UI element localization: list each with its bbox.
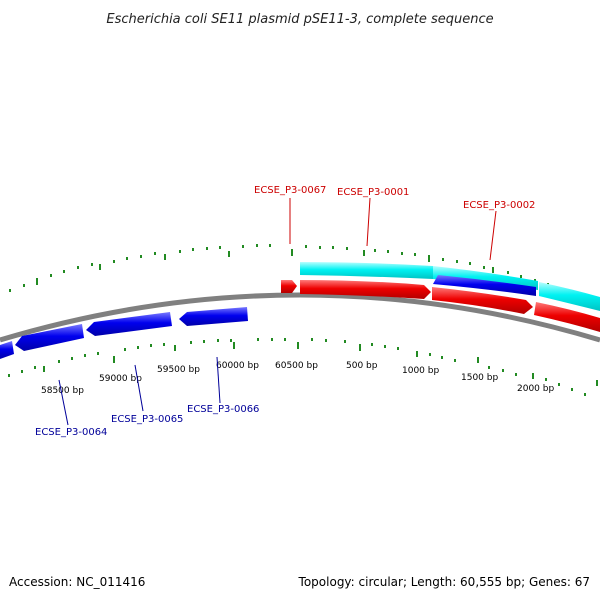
feature-track-segment[interactable] [300,262,433,279]
tick-label-58500: 58500 bp [41,386,84,396]
feature-track-segment[interactable] [539,282,600,311]
tick-label-1500: 1500 bp [461,373,498,383]
reverse-gene-arrow[interactable] [15,324,84,351]
forward-gene-arrow[interactable] [534,302,600,332]
tick-label-60500: 60500 bp [275,361,318,371]
leader-line [216,356,221,404]
sequence-backbone [0,292,600,343]
leader-line [134,364,144,412]
accession-text: Accession: NC_011416 [9,575,145,589]
tick-label-59000: 59000 bp [99,374,142,384]
gene-label-ecse-p3-0064[interactable]: ECSE_P3-0064 [35,427,107,438]
reverse-strand [0,307,248,359]
gene-label-ecse-p3-0002[interactable]: ECSE_P3-0002 [463,200,535,211]
gene-label-ecse-p3-0001[interactable]: ECSE_P3-0001 [337,187,409,198]
forward-gene-arrow[interactable] [432,287,533,314]
feature-track [300,262,600,311]
reverse-gene-arrow[interactable] [433,275,536,296]
forward-gene-arrow[interactable] [300,280,431,299]
gene-label-ecse-p3-0065[interactable]: ECSE_P3-0065 [111,414,183,425]
reverse-gene-labels: ECSE_P3-0064 ECSE_P3-0065 ECSE_P3-0066 [35,356,259,438]
reverse-gene-arrow[interactable] [0,341,14,359]
tick-label-500: 500 bp [346,361,378,371]
map-title: Escherichia coli SE11 plasmid pSE11-3, c… [106,12,493,27]
reverse-gene-arrow[interactable] [179,307,248,326]
reverse-gene-arrow[interactable] [86,312,172,336]
leader-line [366,197,371,247]
forward-gene-labels: ECSE_P3-0067 ECSE_P3-0001 ECSE_P3-0002 [254,185,535,261]
topology-summary: Topology: circular; Length: 60,555 bp; G… [298,575,590,589]
gene-label-ecse-p3-0066[interactable]: ECSE_P3-0066 [187,404,259,415]
tick-label-1000: 1000 bp [402,366,439,376]
inner-tick-ring: 58500 bp 59000 bp 59500 bp 60000 bp 6050… [8,338,598,396]
forward-gene-arrow[interactable] [281,280,297,293]
tick-label-59500: 59500 bp [157,365,200,375]
forward-strand [281,280,600,332]
tick-label-60000: 60000 bp [216,361,259,371]
tick-label-2000: 2000 bp [517,384,554,394]
gene-label-ecse-p3-0067[interactable]: ECSE_P3-0067 [254,185,326,196]
leader-line [58,379,69,426]
leader-line [489,210,497,261]
